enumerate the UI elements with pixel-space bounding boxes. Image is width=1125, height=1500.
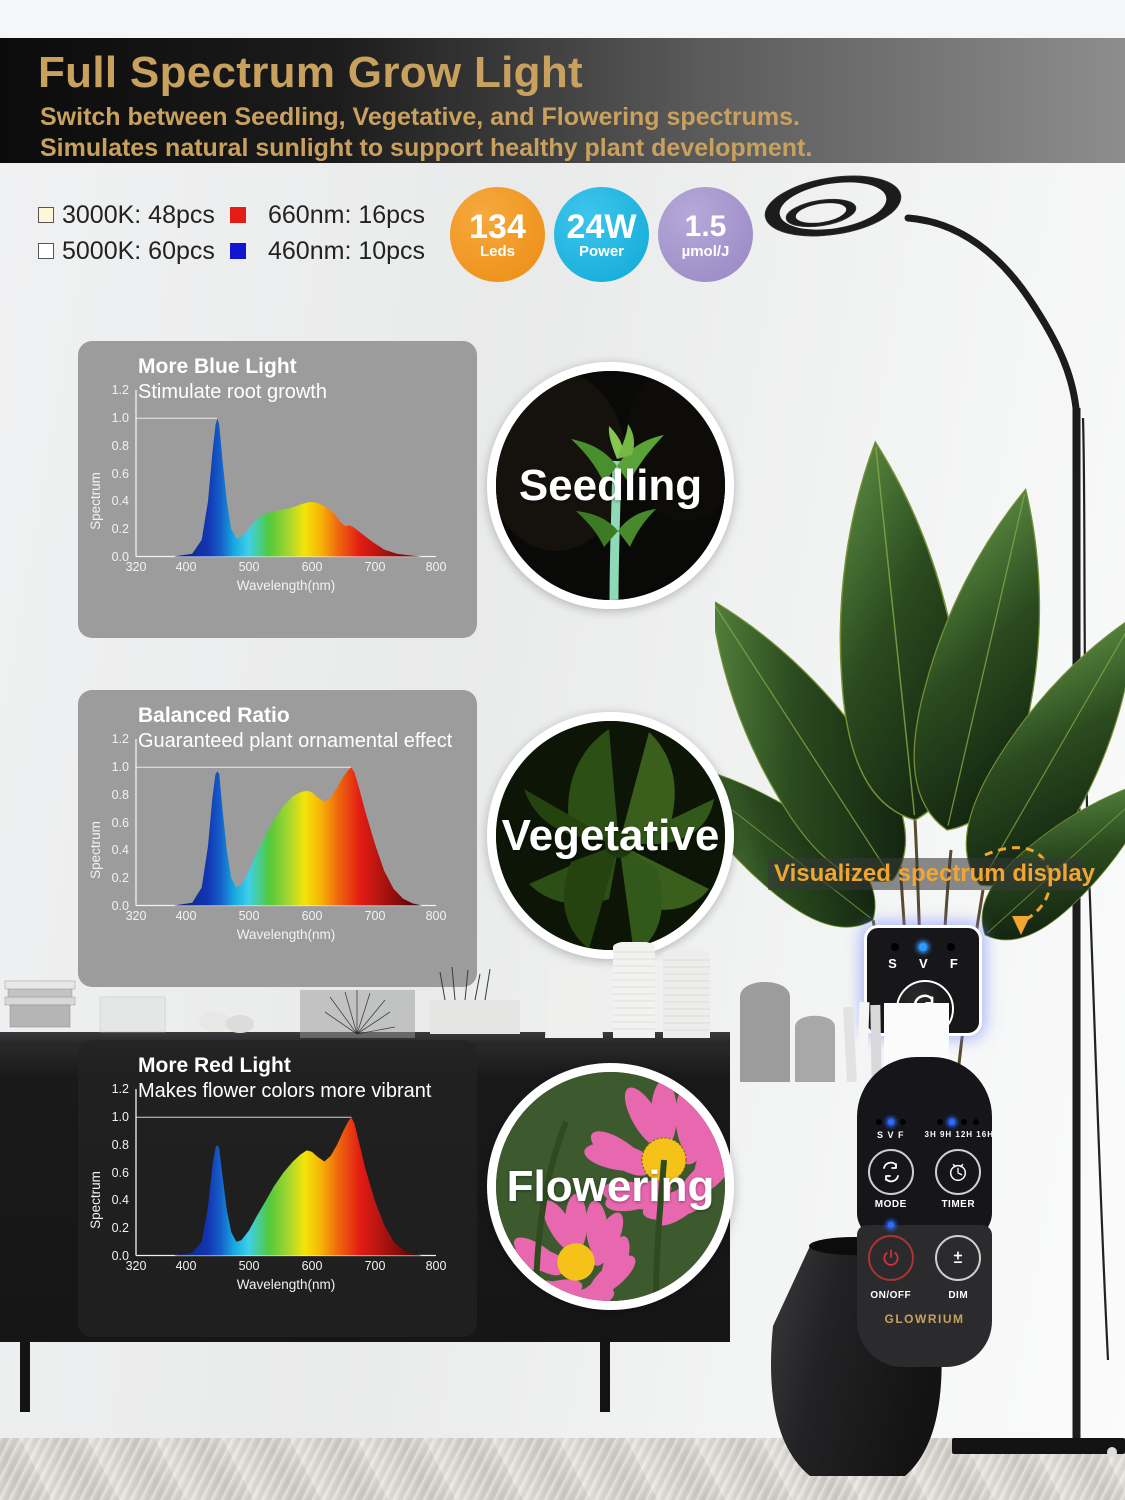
svg-text:400: 400 bbox=[176, 1259, 197, 1273]
svg-text:0.2: 0.2 bbox=[112, 871, 129, 885]
svg-text:Spectrum: Spectrum bbox=[88, 1171, 103, 1229]
svg-text:320: 320 bbox=[126, 909, 147, 923]
svg-text:700: 700 bbox=[365, 909, 386, 923]
svg-text:320: 320 bbox=[126, 560, 147, 574]
svg-text:700: 700 bbox=[365, 1259, 386, 1273]
svg-text:0.6: 0.6 bbox=[112, 1166, 129, 1180]
svg-text:400: 400 bbox=[176, 560, 197, 574]
svg-text:600: 600 bbox=[302, 909, 323, 923]
svg-text:0.8: 0.8 bbox=[112, 439, 129, 453]
svg-text:Spectrum: Spectrum bbox=[88, 472, 103, 530]
svg-text:Wavelength(nm): Wavelength(nm) bbox=[237, 1277, 336, 1292]
svg-text:0.2: 0.2 bbox=[112, 522, 129, 536]
svg-text:700: 700 bbox=[365, 560, 386, 574]
svg-text:1.0: 1.0 bbox=[112, 1110, 129, 1124]
svg-text:1.2: 1.2 bbox=[112, 383, 129, 397]
svg-text:500: 500 bbox=[239, 1259, 260, 1273]
svg-text:0.6: 0.6 bbox=[112, 816, 129, 830]
svg-text:320: 320 bbox=[126, 1259, 147, 1273]
svg-text:600: 600 bbox=[302, 1259, 323, 1273]
svg-text:800: 800 bbox=[426, 560, 447, 574]
svg-text:0.2: 0.2 bbox=[112, 1221, 129, 1235]
svg-text:1.0: 1.0 bbox=[112, 760, 129, 774]
svg-text:0.8: 0.8 bbox=[112, 788, 129, 802]
svg-text:0.6: 0.6 bbox=[112, 467, 129, 481]
svg-text:0.4: 0.4 bbox=[112, 494, 129, 508]
svg-text:Wavelength(nm): Wavelength(nm) bbox=[237, 578, 336, 593]
svg-text:400: 400 bbox=[176, 909, 197, 923]
svg-text:1.0: 1.0 bbox=[112, 411, 129, 425]
svg-text:Spectrum: Spectrum bbox=[88, 821, 103, 879]
svg-text:800: 800 bbox=[426, 909, 447, 923]
svg-text:Wavelength(nm): Wavelength(nm) bbox=[237, 927, 336, 942]
svg-text:0.8: 0.8 bbox=[112, 1138, 129, 1152]
svg-text:0.4: 0.4 bbox=[112, 1193, 129, 1207]
svg-text:800: 800 bbox=[426, 1259, 447, 1273]
svg-text:0.4: 0.4 bbox=[112, 843, 129, 857]
svg-text:1.2: 1.2 bbox=[112, 1082, 129, 1096]
svg-text:1.2: 1.2 bbox=[112, 732, 129, 746]
svg-text:600: 600 bbox=[302, 560, 323, 574]
svg-text:500: 500 bbox=[239, 909, 260, 923]
svg-text:500: 500 bbox=[239, 560, 260, 574]
